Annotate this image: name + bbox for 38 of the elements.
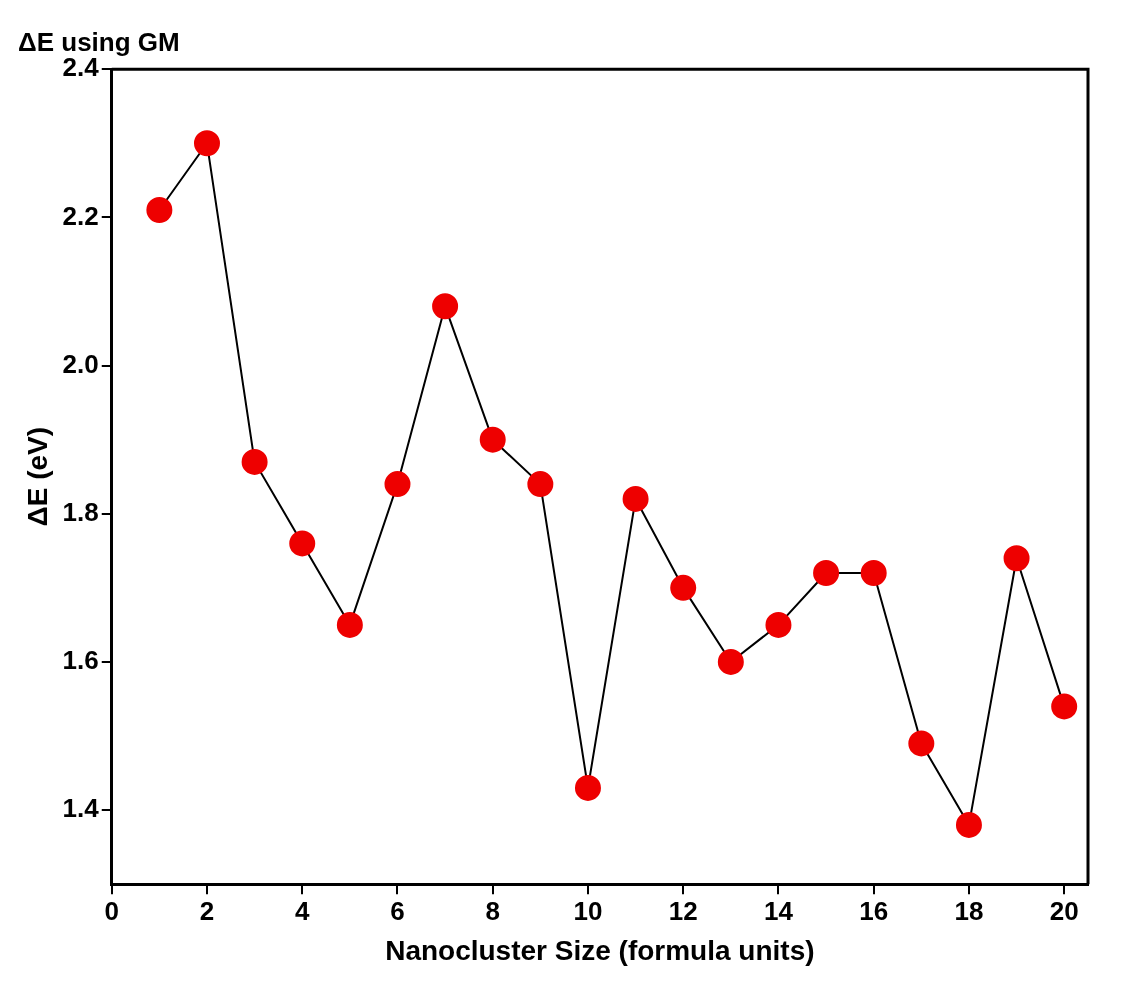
point [146, 196, 173, 223]
point [670, 574, 697, 601]
x-tick-label: 18 [954, 895, 984, 926]
y-tick-label: 2.2 [62, 200, 99, 231]
point [1051, 693, 1078, 720]
point [765, 611, 792, 638]
x-tick-label: 8 [485, 895, 500, 926]
x-tick-label: 10 [573, 895, 603, 926]
x-tick-label: 20 [1049, 895, 1079, 926]
point [717, 648, 744, 675]
x-tick-label: 14 [763, 895, 794, 926]
x-tick-label: 4 [295, 895, 310, 926]
y-tick-label: 1.4 [62, 793, 100, 824]
point [289, 530, 316, 557]
y-tick-label: 1.6 [62, 645, 99, 676]
x-tick-label: 6 [390, 895, 405, 926]
point [479, 426, 506, 453]
point [813, 560, 840, 587]
x-tick-label: 12 [668, 895, 698, 926]
point [384, 471, 411, 498]
y-axis-title: ΔE (eV) [21, 426, 53, 527]
point [1003, 545, 1030, 572]
x-tick-label: 16 [859, 895, 889, 926]
point [860, 560, 887, 587]
y-tick-label: 1.8 [62, 496, 99, 527]
point [527, 471, 554, 498]
point [622, 485, 649, 512]
point [574, 774, 601, 801]
x-tick-label: 0 [104, 895, 119, 926]
point [336, 611, 363, 638]
y-tick-label: 2.0 [62, 348, 99, 379]
point [432, 293, 459, 320]
x-axis-title: Nanocluster Size (formula units) [385, 934, 815, 966]
point [955, 811, 982, 838]
x-tick-label: 2 [199, 895, 215, 926]
point [241, 448, 268, 475]
point [193, 130, 220, 157]
point [908, 730, 935, 757]
